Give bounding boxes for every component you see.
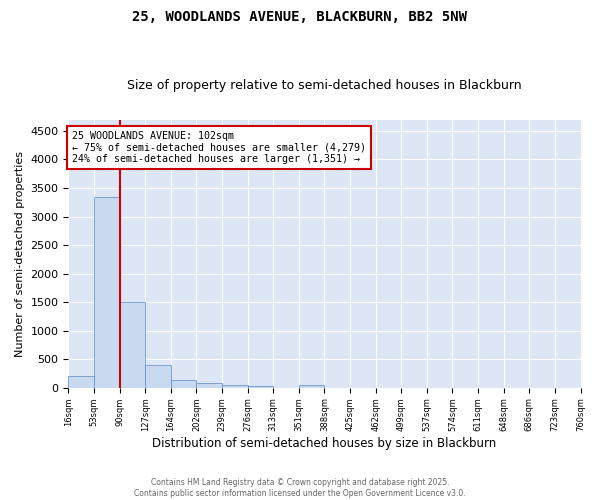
Text: 25 WOODLANDS AVENUE: 102sqm
← 75% of semi-detached houses are smaller (4,279)
24: 25 WOODLANDS AVENUE: 102sqm ← 75% of sem… [72, 131, 366, 164]
Bar [171, 380, 196, 388]
Bar [119, 302, 145, 388]
X-axis label: Distribution of semi-detached houses by size in Blackburn: Distribution of semi-detached houses by … [152, 437, 497, 450]
Bar [222, 385, 248, 388]
Bar [94, 196, 119, 388]
Text: Contains HM Land Registry data © Crown copyright and database right 2025.
Contai: Contains HM Land Registry data © Crown c… [134, 478, 466, 498]
Bar [248, 386, 273, 388]
Bar [145, 366, 171, 388]
Bar [68, 376, 94, 388]
Title: Size of property relative to semi-detached houses in Blackburn: Size of property relative to semi-detach… [127, 79, 522, 92]
Bar [196, 383, 222, 388]
Text: 25, WOODLANDS AVENUE, BLACKBURN, BB2 5NW: 25, WOODLANDS AVENUE, BLACKBURN, BB2 5NW [133, 10, 467, 24]
Y-axis label: Number of semi-detached properties: Number of semi-detached properties [15, 150, 25, 356]
Bar [299, 386, 325, 388]
